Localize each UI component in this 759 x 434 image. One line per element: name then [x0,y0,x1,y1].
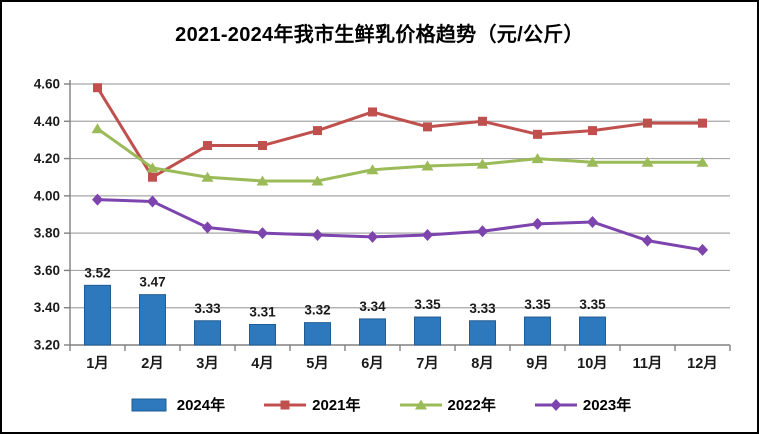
bar-2024年-6月 [359,318,386,346]
y-axis-label: 3.20 [34,338,60,353]
square-marker-icon [478,116,487,126]
diamond-marker-icon [257,227,268,240]
bar-data-label: 3.33 [194,301,221,316]
triangle-marker-icon [696,156,709,167]
bar-data-label: 3.52 [84,265,110,280]
triangle-marker-icon [421,160,434,171]
diamond-marker-icon [312,229,323,242]
bar-2024年-10月 [579,316,606,346]
triangle-marker-icon [641,156,654,167]
bar-data-label: 3.32 [304,303,330,318]
triangle-marker-icon [531,153,544,164]
diamond-marker-icon [697,243,708,256]
bar-swatch-icon [131,398,167,411]
square-marker-icon [148,172,157,182]
bar-data-label: 3.47 [139,275,165,290]
x-axis-label: 2月 [141,355,164,372]
y-axis-label: 4.00 [34,188,60,203]
y-axis-label: 3.40 [34,300,60,315]
legend-item-2021年: 2021年 [263,394,361,415]
bar-data-label: 3.34 [359,299,386,314]
triangle-marker-icon [399,399,442,409]
square-marker-icon [313,126,322,136]
x-axis-label: 12月 [687,355,718,372]
bar-2024年-4月 [249,323,276,346]
diamond-marker-icon [534,398,577,411]
bar-2024年-8月 [469,320,496,346]
x-axis-label: 8月 [471,355,494,372]
bar-2024年-3月 [194,320,221,346]
x-axis-label: 6月 [361,355,384,372]
triangle-marker-icon [311,175,324,186]
bar-data-label: 3.35 [524,297,551,312]
chart-title: 2021-2024年我市生鲜乳价格趋势（元/公斤） [175,24,584,46]
bar-2024年-7月 [414,316,441,346]
bar-2024年-1月 [84,284,111,346]
y-axis-label: 3.80 [34,226,60,241]
y-axis-label: 4.60 [34,77,60,92]
diamond-marker-icon [532,217,543,230]
triangle-marker-icon [476,158,489,169]
diamond-marker-icon [367,230,378,243]
line-2023年 [96,198,704,252]
y-axis-label: 3.60 [34,263,60,278]
square-marker-icon [264,400,307,409]
square-marker-icon [423,122,432,132]
x-axis-label: 10月 [577,355,608,372]
legend-label: 2021年 [312,397,361,414]
bar-data-label: 3.33 [469,301,496,316]
diamond-marker-icon [642,234,653,247]
bar-2024年-2月 [139,294,166,346]
y-axis-label: 4.20 [34,151,60,166]
line-2022年 [96,127,704,183]
x-axis-label: 5月 [306,355,329,372]
triangle-marker-icon [91,123,104,134]
x-axis-label: 11月 [633,355,663,372]
triangle-marker-icon [586,156,599,167]
x-axis-label: 9月 [526,355,549,372]
triangle-marker-icon [201,171,214,182]
legend-label: 2022年 [447,397,496,414]
x-axis-label: 4月 [251,355,274,372]
square-marker-icon [698,118,707,128]
diamond-marker-icon [422,229,433,242]
legend-item-2024年: 2024年 [128,394,225,415]
x-axis-label: 1月 [86,355,109,372]
diamond-marker-icon [202,221,213,234]
legend-item-2023年: 2023年 [534,394,631,415]
square-marker-icon [588,126,597,136]
bar-data-label: 3.35 [579,297,606,312]
square-marker-icon [93,83,102,93]
legend-label: 2024年 [176,397,226,414]
triangle-marker-icon [256,175,269,186]
diamond-marker-icon [92,193,103,206]
chart-legend: 2024年 2021年 2022年 2023年 [2,394,757,415]
square-marker-icon [533,129,542,139]
x-axis-label: 3月 [196,355,219,372]
x-axis-label: 7月 [416,355,439,372]
square-marker-icon [643,118,652,128]
bar-data-label: 3.31 [249,304,276,319]
legend-item-2022年: 2022年 [399,394,496,415]
line-2021年 [96,86,704,179]
square-marker-icon [258,141,267,151]
legend-label: 2023年 [582,397,632,414]
triangle-marker-icon [146,162,159,173]
bar-2024年-5月 [304,322,331,346]
diamond-marker-icon [147,195,158,208]
triangle-marker-icon [366,164,379,175]
square-marker-icon [203,141,212,151]
diamond-marker-icon [587,215,598,228]
y-axis-label: 4.40 [34,114,60,129]
square-marker-icon [368,107,377,117]
diamond-marker-icon [477,225,488,238]
bar-2024年-9月 [524,316,551,346]
bar-data-label: 3.35 [414,297,441,312]
